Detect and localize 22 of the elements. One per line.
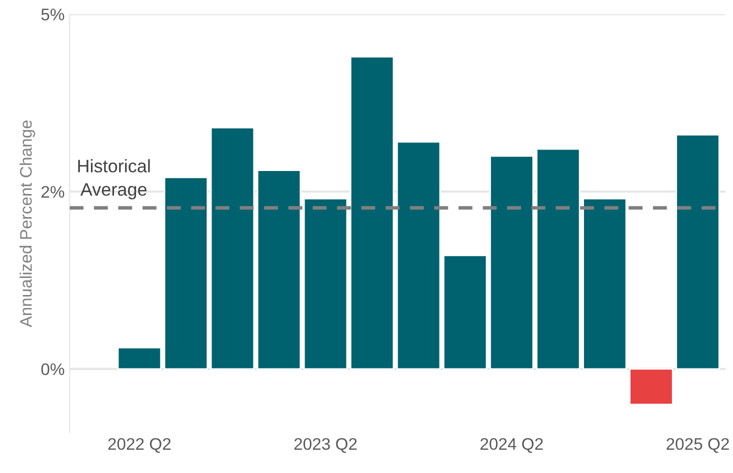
y-tick-label: 5% (41, 8, 64, 20)
bar (256, 170, 302, 370)
bar (210, 127, 255, 370)
x-tick-label: 2023 Q2 (294, 438, 357, 453)
bar (396, 141, 441, 370)
bar (350, 56, 394, 370)
ref-line-label: Historical Average (78, 159, 150, 200)
bar (629, 368, 674, 406)
bar (117, 346, 162, 370)
bar (443, 254, 488, 370)
y-tick-label: 0% (41, 363, 64, 376)
x-tick-label: 2022 Q2 (108, 438, 171, 453)
bar (676, 134, 720, 370)
bar (303, 198, 348, 370)
bar (536, 148, 580, 370)
x-tick-label: 2025 Q2 (666, 438, 729, 453)
x-tick-label: 2024 Q2 (480, 438, 543, 453)
y-axis-title: Annualized Percent Change (20, 120, 36, 328)
bar (164, 176, 208, 370)
y-tick-label: 2% (42, 186, 64, 198)
bar (582, 198, 627, 370)
bar (490, 155, 534, 370)
